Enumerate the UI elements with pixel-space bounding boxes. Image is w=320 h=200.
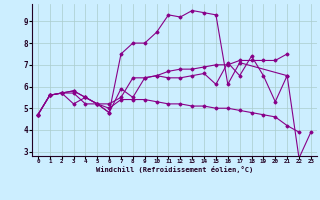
X-axis label: Windchill (Refroidissement éolien,°C): Windchill (Refroidissement éolien,°C) (96, 166, 253, 173)
